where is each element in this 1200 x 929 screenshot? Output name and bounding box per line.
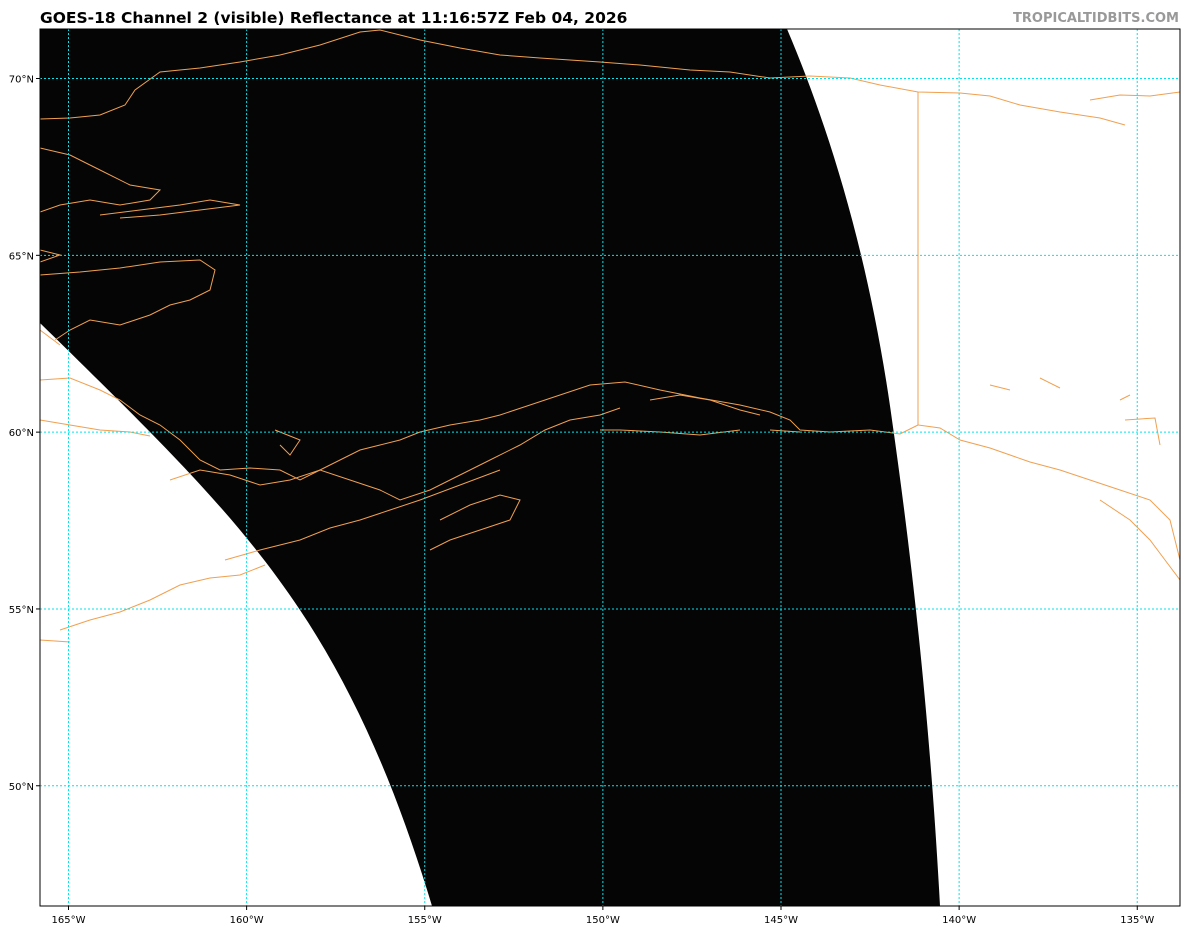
credit-watermark: TROPICALTIDBITS.COM xyxy=(1013,11,1179,26)
coastlines xyxy=(40,29,1180,643)
lon-tick-label: 145°W xyxy=(764,915,798,926)
lat-tick-label: 70°N xyxy=(9,75,34,86)
lat-tick-label: 55°N xyxy=(9,605,34,616)
lat-tick-label: 60°N xyxy=(9,428,34,439)
map-frame xyxy=(39,28,1181,907)
lon-tick-label: 150°W xyxy=(586,915,620,926)
lon-tick-label: 165°W xyxy=(52,915,86,926)
lat-tick-label: 65°N xyxy=(9,251,34,262)
lat-tick-label: 50°N xyxy=(9,782,34,793)
map-title: GOES-18 Channel 2 (visible) Reflectance … xyxy=(40,9,628,27)
lon-tick-label: 160°W xyxy=(230,915,264,926)
graticule xyxy=(40,29,1180,906)
axis-ticks: 165°W 160°W 155°W 150°W 145°W 140°W 135°W 70°N 6… xyxy=(9,75,1155,926)
satellite-swath xyxy=(40,29,940,906)
lon-tick-label: 135°W xyxy=(1120,915,1154,926)
lon-tick-label: 140°W xyxy=(942,915,976,926)
lon-tick-label: 155°W xyxy=(408,915,442,926)
